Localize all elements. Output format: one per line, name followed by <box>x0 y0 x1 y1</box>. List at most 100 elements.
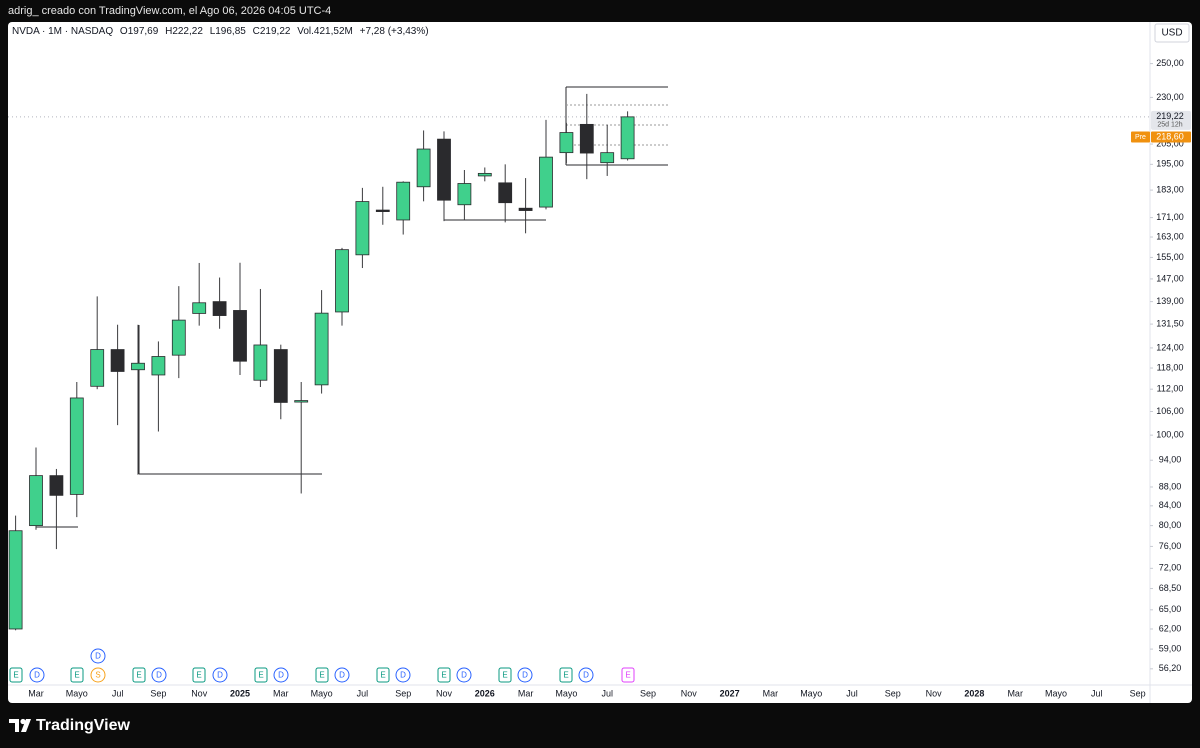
candle-body <box>457 183 472 206</box>
event-icon[interactable]: E <box>132 667 146 683</box>
event-icon[interactable]: E <box>192 667 206 683</box>
event-icon[interactable]: E <box>376 667 390 683</box>
x-tick-label: Mar <box>28 688 44 698</box>
event-label: D <box>34 671 40 680</box>
candle-body <box>110 349 125 372</box>
candle <box>131 324 145 475</box>
candle <box>620 111 635 161</box>
candle-body <box>559 132 574 154</box>
event-label: S <box>95 671 100 680</box>
event-icon[interactable]: D <box>395 667 411 683</box>
candle <box>192 262 207 326</box>
candle-body <box>396 181 411 221</box>
event-icon[interactable]: D <box>29 667 45 683</box>
x-tick-label: Mayo <box>555 688 577 698</box>
x-tick-label: Mayo <box>311 688 333 698</box>
event-label: D <box>95 652 101 661</box>
event-shape <box>192 667 206 683</box>
event-label: E <box>319 671 324 680</box>
x-tick-label: 2027 <box>720 688 740 698</box>
candle-body <box>477 172 492 177</box>
x-tick-label: Jul <box>1091 688 1103 698</box>
event-icon[interactable]: E <box>498 667 512 683</box>
countdown: 25d 12h <box>1157 122 1182 129</box>
event-label: D <box>278 671 284 680</box>
x-tick-label: Sep <box>395 688 411 698</box>
event-icon[interactable]: D <box>90 648 106 664</box>
candle <box>151 341 166 432</box>
y-tick-label: 106,00 <box>1156 406 1184 416</box>
ohlc-key: O <box>120 26 128 37</box>
candle <box>314 290 329 394</box>
logo-part <box>20 718 26 725</box>
event-shape <box>559 667 573 683</box>
candle <box>212 277 227 329</box>
event-icon[interactable]: E <box>621 667 635 683</box>
event-icon[interactable]: E <box>559 667 573 683</box>
candle-body <box>437 138 451 201</box>
candle <box>396 181 411 235</box>
y-tick-label: 171,00 <box>1156 212 1184 222</box>
y-tick-label: 195,00 <box>1156 159 1184 169</box>
event-icon[interactable]: S <box>90 667 106 683</box>
event-icon[interactable]: E <box>9 667 23 683</box>
y-tick-label: 59,00 <box>1159 643 1182 653</box>
candle <box>335 247 349 326</box>
event-label: D <box>461 671 467 680</box>
event-icon[interactable]: D <box>517 667 533 683</box>
brand-logo <box>9 718 31 732</box>
event-icon[interactable]: E <box>315 667 329 683</box>
event-icon[interactable]: E <box>254 667 268 683</box>
y-tick-label: 124,00 <box>1156 342 1184 352</box>
event-shape <box>315 667 329 683</box>
candle <box>477 167 492 182</box>
event-icon[interactable]: D <box>334 667 350 683</box>
candle-body <box>294 400 309 403</box>
x-tick-label: Nov <box>926 688 943 698</box>
x-tick-label: Jul <box>357 688 369 698</box>
candle-body <box>539 156 553 208</box>
event-icon[interactable]: D <box>273 667 289 683</box>
x-tick-label: Nov <box>191 688 208 698</box>
x-tick-label: 2028 <box>964 688 984 698</box>
legend: NVDA · 1M · NASDAQ O197,69 H222,22 L196,… <box>12 26 429 37</box>
candle-body <box>192 302 207 314</box>
event-icon[interactable]: D <box>151 667 167 683</box>
candle <box>498 164 513 223</box>
event-label: D <box>156 671 162 680</box>
event-icon[interactable]: D <box>212 667 228 683</box>
y-tick-label: 80,00 <box>1159 520 1182 530</box>
event-shape <box>498 667 512 683</box>
y-tick-label: 230,00 <box>1156 92 1184 102</box>
y-tick-label: 100,00 <box>1156 430 1184 440</box>
ohlc-key: L <box>210 26 216 37</box>
event-shape <box>212 667 228 683</box>
x-tick-label: Nov <box>436 688 453 698</box>
candle <box>579 93 594 180</box>
y-tick-label: 139,00 <box>1156 296 1184 306</box>
event-icon[interactable]: E <box>437 667 451 683</box>
y-tick-label: 94,00 <box>1159 455 1182 465</box>
ohlc-value: 219,22 <box>260 26 291 37</box>
event-icon[interactable]: D <box>456 667 472 683</box>
event-shape <box>90 648 106 664</box>
currency-box[interactable] <box>1154 23 1190 43</box>
y-tick-label: 155,00 <box>1156 252 1184 262</box>
candle <box>90 296 105 390</box>
candle <box>375 186 390 225</box>
chart-panel <box>8 22 1192 703</box>
change: +7,28 (+3,43%) <box>360 26 429 37</box>
x-tick-label: Jul <box>846 688 858 698</box>
last-price-badge <box>1151 110 1191 130</box>
candle-body <box>29 475 43 527</box>
x-tick-label: Mar <box>518 688 534 698</box>
event-label: D <box>400 671 406 680</box>
event-label: E <box>74 671 79 680</box>
event-shape <box>29 667 45 683</box>
candle <box>171 286 186 379</box>
event-icon[interactable]: D <box>578 667 594 683</box>
x-tick-label: Jul <box>112 688 124 698</box>
event-icon[interactable]: E <box>70 667 84 683</box>
ohlc-key: C <box>253 26 260 37</box>
